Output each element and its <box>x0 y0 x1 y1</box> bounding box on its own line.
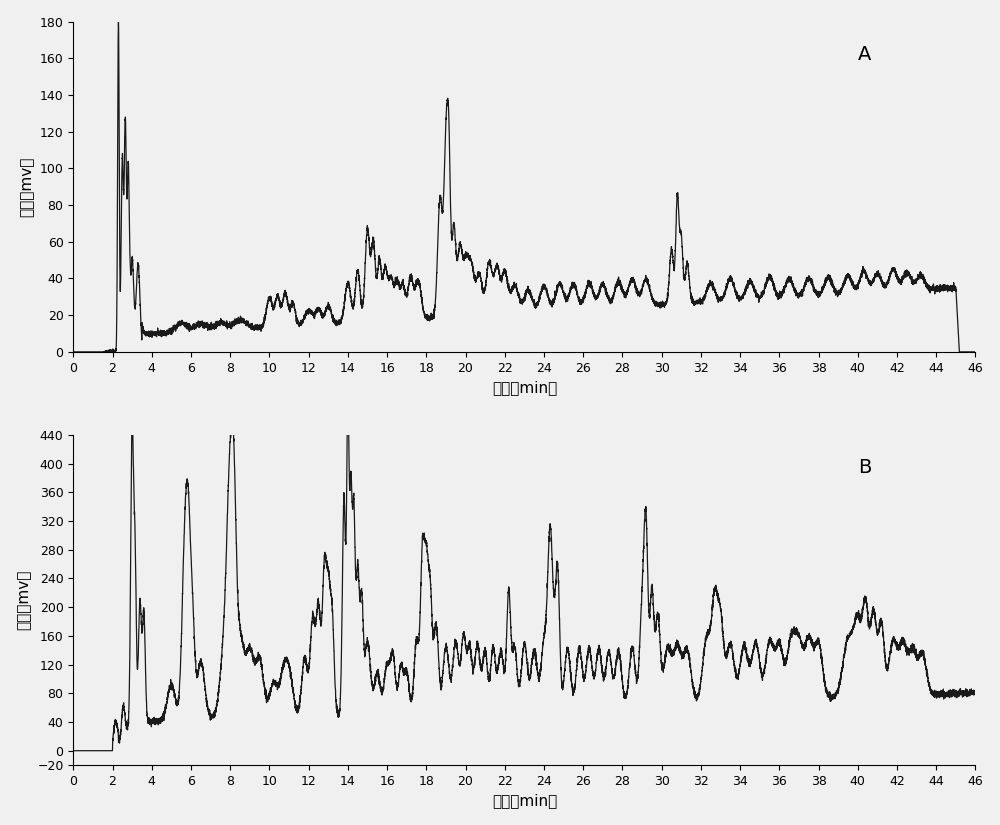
Y-axis label: 电压（mv）: 电压（mv） <box>19 157 34 217</box>
X-axis label: 时间（min）: 时间（min） <box>492 794 557 808</box>
Text: A: A <box>858 45 872 64</box>
Text: B: B <box>858 458 872 477</box>
Y-axis label: 电压（mv）: 电压（mv） <box>17 570 32 630</box>
X-axis label: 时间（min）: 时间（min） <box>492 380 557 395</box>
